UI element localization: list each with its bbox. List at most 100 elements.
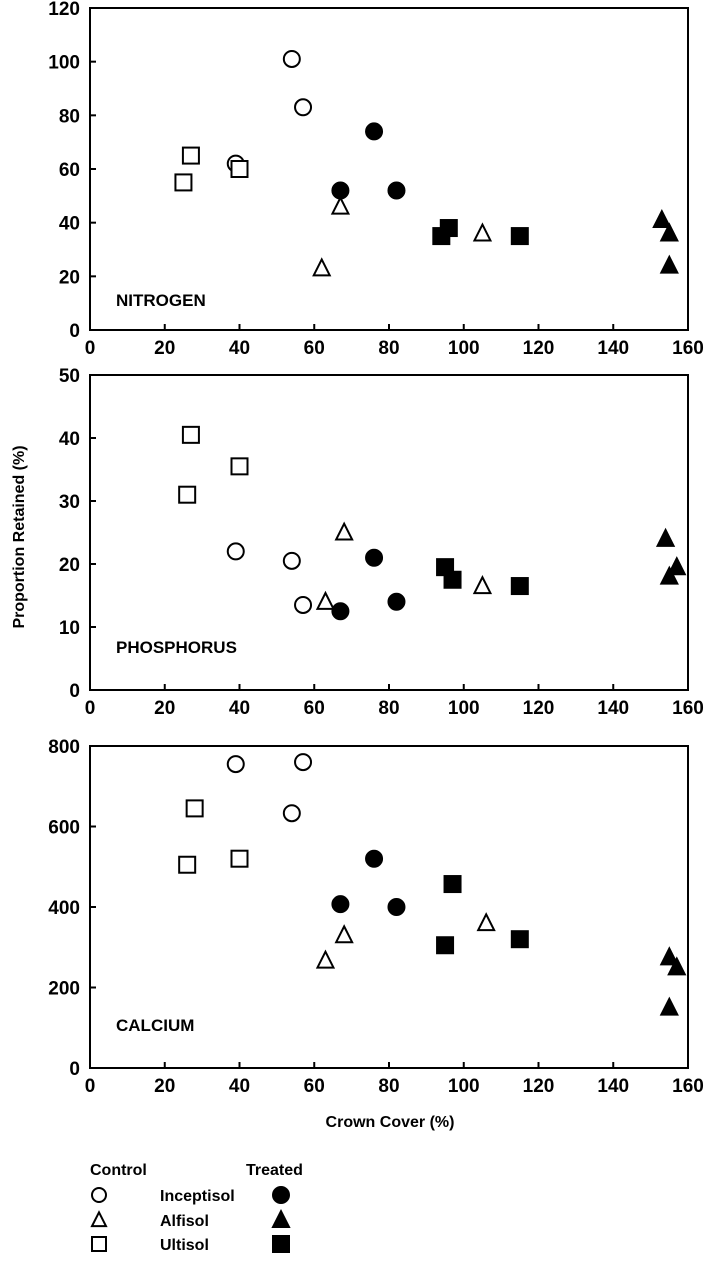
control-triangle-point	[330, 195, 351, 215]
x-tick-label: 160	[672, 1076, 704, 1097]
x-tick-label: 160	[672, 338, 704, 359]
y-tick-label: 30	[59, 492, 80, 513]
legend-treated-circle	[272, 1186, 290, 1204]
control-square-point	[174, 173, 193, 192]
y-tick-label: 600	[48, 818, 80, 839]
treated-square-point	[510, 577, 529, 596]
treated-circle-point	[365, 849, 384, 868]
control-square-point	[230, 457, 249, 476]
x-tick-label: 100	[448, 698, 480, 719]
control-circle-point	[282, 49, 301, 68]
control-circle-point	[294, 753, 313, 772]
y-tick-label: 0	[69, 1059, 80, 1080]
control-triangle-point	[472, 575, 493, 595]
legend-label-ultisol: Ultisol	[160, 1237, 209, 1254]
y-tick-label: 50	[59, 366, 80, 387]
control-triangle-point	[334, 521, 354, 541]
x-axis-title: Crown Cover (%)	[326, 1114, 455, 1131]
treated-circle-point	[365, 548, 384, 567]
legend-treated-header: Treated	[246, 1162, 303, 1179]
control-circle-point	[226, 755, 245, 774]
x-tick-label: 100	[448, 1076, 480, 1097]
control-circle-point	[294, 595, 313, 614]
control-square-point	[230, 160, 249, 178]
treated-square-point	[443, 570, 462, 589]
treated-circle-point	[387, 181, 406, 200]
y-tick-label: 200	[48, 979, 80, 1000]
y-tick-label: 20	[59, 267, 80, 288]
control-circle-point	[226, 542, 245, 561]
control-circle-point	[282, 804, 301, 823]
x-tick-label: 60	[304, 698, 325, 719]
x-tick-label: 40	[229, 338, 250, 359]
control-square-point	[181, 146, 200, 165]
x-tick-label: 60	[304, 1076, 325, 1097]
panel-label: NITROGEN	[116, 291, 206, 310]
y-tick-label: 80	[59, 106, 80, 127]
treated-circle-point	[331, 895, 350, 914]
legend: Control Treated Inceptisol Alfisol Ultisol	[90, 1162, 303, 1254]
y-axis-title: Proportion Retained (%)	[11, 445, 28, 628]
treated-circle-point	[331, 181, 350, 200]
y-tick-label: 10	[59, 618, 80, 639]
treated-triangle-point	[659, 222, 679, 242]
x-tick-label: 60	[304, 338, 325, 359]
x-tick-label: 120	[523, 338, 555, 359]
y-tick-label: 400	[48, 898, 80, 919]
treated-circle-point	[387, 592, 406, 611]
x-tick-label: 80	[378, 1076, 399, 1097]
legend-control-circle	[91, 1187, 107, 1203]
x-tick-label: 120	[523, 698, 555, 719]
treated-triangle-point	[652, 208, 672, 229]
x-tick-label: 20	[154, 1076, 175, 1097]
y-tick-label: 100	[48, 53, 80, 74]
treated-square-point	[510, 930, 529, 949]
control-square-point	[230, 849, 249, 868]
control-triangle-point	[472, 222, 493, 242]
y-tick-label: 40	[59, 429, 80, 450]
legend-treated-triangle	[271, 1208, 291, 1229]
control-triangle-point	[476, 912, 496, 932]
x-tick-label: 140	[597, 1076, 629, 1097]
x-tick-label: 80	[378, 698, 399, 719]
control-square-point	[178, 485, 197, 504]
treated-circle-point	[331, 602, 350, 621]
treated-triangle-point	[667, 956, 687, 976]
treated-square-point	[436, 936, 455, 955]
treated-triangle-point	[659, 254, 679, 274]
treated-square-point	[510, 227, 529, 246]
control-square-point	[185, 799, 204, 818]
phosphorus-panel: 0 20 40 60 80 100 120 140 160 0 10 20 30 40 50 PHOSPHOR…	[59, 366, 704, 719]
treated-triangle-point	[659, 946, 679, 966]
y-tick-label: 120	[48, 0, 80, 20]
x-tick-label: 20	[154, 698, 175, 719]
legend-label-inceptisol: Inceptisol	[160, 1188, 235, 1205]
y-tick-label: 800	[48, 737, 80, 758]
treated-triangle-point	[659, 996, 679, 1016]
treated-triangle-point	[659, 565, 679, 585]
y-tick-label: 40	[59, 214, 80, 235]
control-triangle-point	[315, 590, 336, 610]
x-tick-label: 20	[154, 338, 175, 359]
control-triangle-point	[312, 257, 332, 277]
treated-square-point	[439, 219, 458, 238]
calcium-panel: 0 20 40 60 80 100 120 140 160 0 200 400 600 800 CALCIU…	[48, 737, 704, 1097]
y-tick-label: 0	[69, 681, 80, 702]
control-triangle-point	[315, 949, 336, 969]
panel-label: PHOSPHORUS	[116, 638, 237, 657]
legend-treated-square	[272, 1235, 290, 1253]
treated-triangle-point	[667, 556, 687, 576]
x-tick-label: 140	[597, 338, 629, 359]
legend-control-triangle	[90, 1210, 108, 1228]
x-tick-label: 100	[448, 338, 480, 359]
x-tick-label: 140	[597, 698, 629, 719]
control-circle-point	[294, 98, 313, 117]
nitrogen-panel: 0 20 40 60 80 100 120 140 160 0 20 40 60 80 100 120 NITR…	[48, 0, 704, 359]
y-tick-label: 0	[69, 321, 80, 342]
x-tick-label: 160	[672, 698, 704, 719]
control-triangle-point	[334, 924, 354, 944]
legend-control-square	[91, 1236, 107, 1252]
x-tick-label: 80	[378, 338, 399, 359]
panel-label: CALCIUM	[116, 1016, 194, 1035]
